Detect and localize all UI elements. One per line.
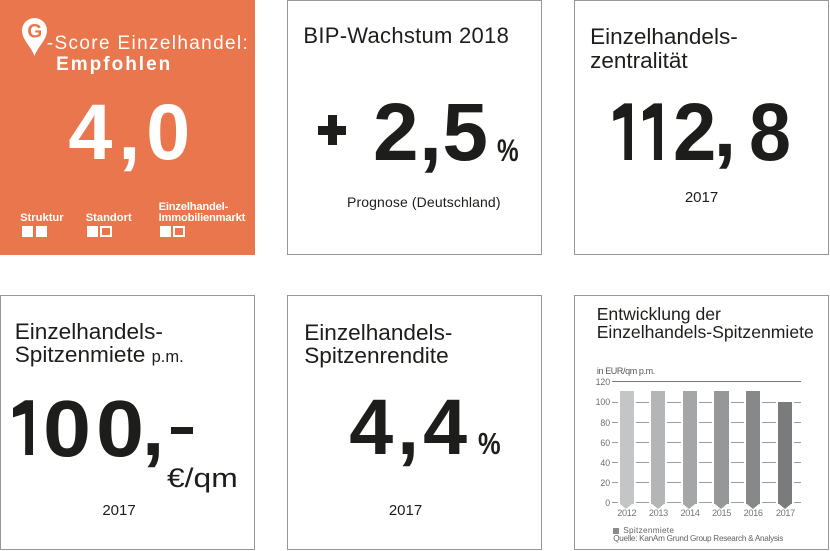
- svg-text:G: G: [27, 21, 42, 42]
